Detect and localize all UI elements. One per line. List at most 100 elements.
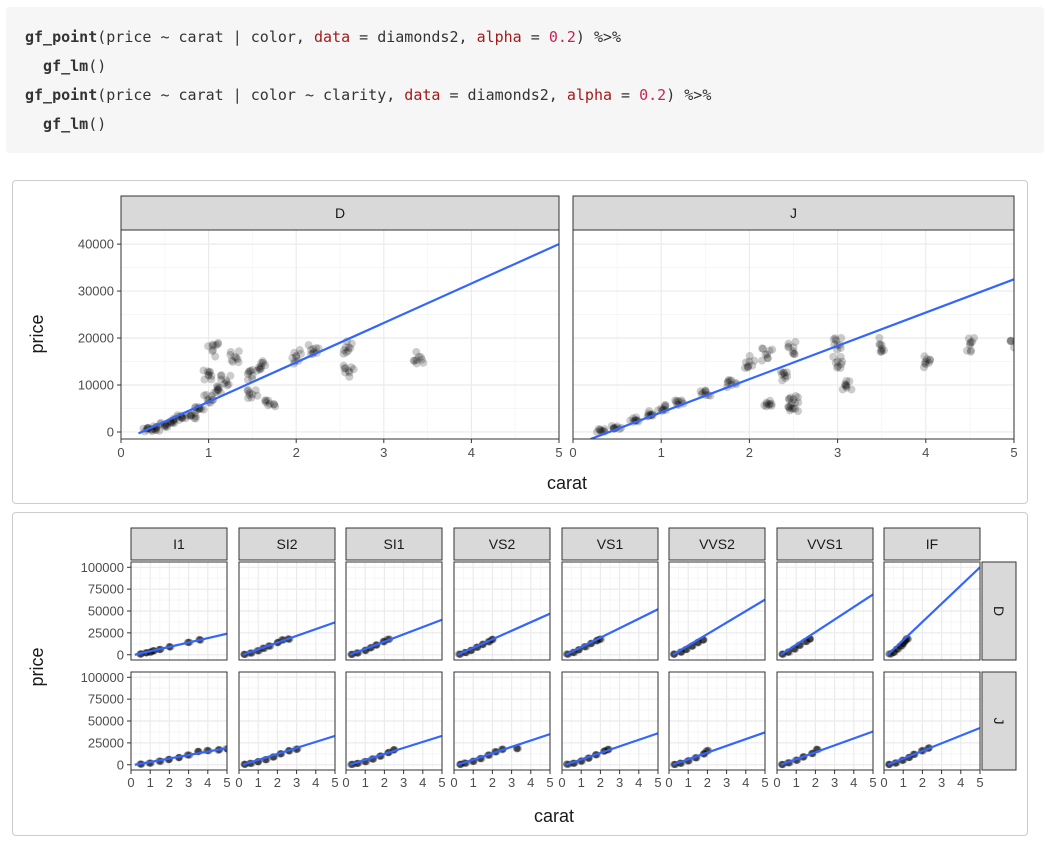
data-point [187, 411, 196, 420]
x-tick-label: 4 [468, 445, 475, 460]
data-point [765, 346, 774, 355]
data-point [212, 382, 221, 391]
data-point [787, 404, 796, 413]
data-point [920, 359, 929, 368]
data-point [217, 371, 226, 380]
data-point [347, 363, 356, 372]
facet-points-layer [669, 731, 765, 769]
data-point [412, 356, 421, 365]
data-point [842, 383, 851, 392]
data-point [767, 401, 776, 410]
data-point [200, 375, 209, 384]
strip-background [345, 527, 443, 561]
data-point [243, 369, 252, 378]
data-point [762, 402, 771, 411]
facet-border [120, 229, 560, 440]
data-point [226, 371, 235, 380]
data-point [227, 356, 236, 365]
y-tick-label: 50000 [88, 604, 124, 619]
strip-background [776, 527, 874, 561]
data-point [419, 358, 428, 367]
data-point [347, 339, 356, 348]
facet-strip: J [572, 195, 1015, 231]
x-tick-label: 0 [773, 775, 780, 790]
data-point [161, 422, 170, 431]
regression-line [565, 732, 658, 766]
facet-panel [345, 671, 443, 771]
data-point [257, 358, 266, 367]
regression-line [780, 593, 873, 656]
x-tick-label: 4 [204, 775, 211, 790]
data-point [292, 351, 301, 360]
data-point [789, 343, 798, 352]
data-point [919, 363, 928, 372]
strip-background [561, 527, 659, 561]
data-point [261, 398, 270, 407]
data-point [162, 421, 171, 430]
data-point [677, 396, 686, 405]
x-tick-label: 3 [723, 775, 730, 790]
data-point [745, 357, 754, 366]
code-token: gf_point [25, 86, 98, 104]
data-point [204, 342, 213, 351]
data-point [290, 348, 299, 357]
data-point [970, 334, 979, 343]
data-point [794, 393, 803, 402]
data-point [341, 343, 350, 352]
data-point [222, 376, 231, 385]
x-tick-label: 0 [880, 775, 887, 790]
data-point [211, 341, 220, 350]
x-tick-label: 0 [569, 445, 576, 460]
data-point [925, 355, 934, 364]
data-point [829, 352, 838, 361]
code-token: data [404, 86, 441, 104]
data-point [255, 363, 264, 372]
data-point [190, 414, 199, 423]
facet-border [453, 671, 551, 771]
x-tick-label: 4 [957, 775, 964, 790]
data-point [592, 427, 601, 436]
data-point [783, 372, 792, 381]
code-token: alpha [476, 28, 522, 46]
data-point [778, 376, 787, 385]
facet-points-layer [138, 243, 559, 436]
data-point [645, 406, 654, 415]
strip-label: J [991, 718, 1007, 725]
data-point [779, 368, 788, 377]
data-point [748, 361, 757, 370]
x-tick-label: 1 [685, 775, 692, 790]
data-point [841, 381, 850, 390]
strip-label: I1 [173, 536, 185, 552]
facet-points-layer [240, 621, 335, 659]
facet-panel [668, 671, 766, 771]
data-point [244, 368, 253, 377]
data-point [213, 383, 222, 392]
code-token: () [88, 115, 107, 133]
data-point [288, 354, 297, 363]
facet-panel [561, 561, 659, 661]
data-point [786, 401, 795, 410]
x-tick-label: 0 [558, 775, 565, 790]
code-line: gf_lm() [25, 114, 1044, 143]
data-point [785, 406, 794, 415]
data-point [208, 347, 217, 356]
data-point [513, 745, 521, 753]
data-point [216, 371, 225, 380]
data-point [513, 744, 521, 753]
data-point [782, 368, 791, 377]
x-tick-label: 5 [223, 775, 230, 790]
y-tick-label: 0 [117, 647, 124, 662]
y-tick-label: 25000 [88, 625, 124, 640]
code-token: = diamonds2, [350, 28, 477, 46]
strip-label: J [790, 205, 797, 221]
regression-line [242, 621, 335, 656]
x-tick-label: 0 [117, 445, 124, 460]
data-point [207, 391, 216, 400]
data-point [247, 393, 256, 402]
data-point [215, 383, 224, 392]
x-tick-label: 2 [489, 775, 496, 790]
y-tick-label: 10000 [78, 377, 114, 392]
data-point [344, 343, 353, 352]
code-block: gf_point(price ~ carat | color, data = d… [6, 7, 1044, 153]
data-point [341, 368, 350, 377]
